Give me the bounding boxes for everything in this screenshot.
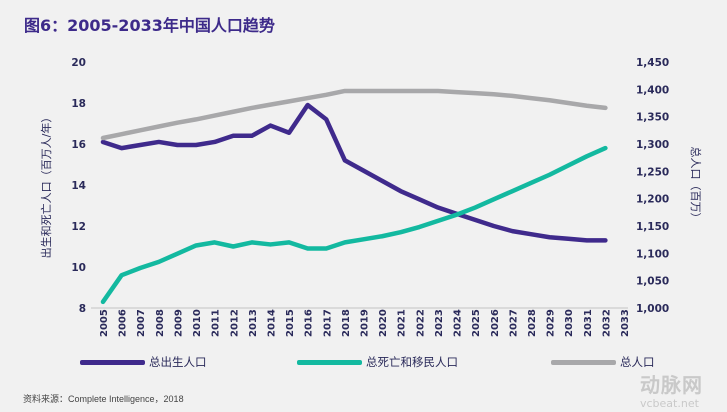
y-tick-label-right: 1,000 xyxy=(636,303,669,315)
legend-swatch xyxy=(551,359,616,365)
legend-label: 总死亡和移民人口 xyxy=(366,355,458,369)
watermark-url: vcbeat.net xyxy=(640,397,699,410)
y-tick-label-left: 18 xyxy=(71,98,86,110)
y-tick-label-right: 1,250 xyxy=(636,166,669,178)
x-tick-label: 2033 xyxy=(620,309,631,337)
y-tick-label-right: 1,350 xyxy=(636,112,669,124)
legend-swatch xyxy=(297,359,362,365)
x-tick-label: 2014 xyxy=(266,309,277,337)
x-tick-label: 2030 xyxy=(564,309,575,337)
legend-label: 总人口 xyxy=(620,355,655,369)
y-axis-label-left: 出生和死亡人口（百万人/年） xyxy=(39,112,53,259)
x-tick-label: 2020 xyxy=(378,309,389,337)
watermark-logo: 动脉网 vcbeat.net xyxy=(640,373,703,411)
legend-swatch xyxy=(80,359,145,365)
x-tick-label: 2017 xyxy=(322,309,333,337)
y-tick-label-left: 8 xyxy=(79,303,86,315)
x-tick-label: 2013 xyxy=(248,309,259,337)
x-tick-label: 2032 xyxy=(601,309,612,337)
x-tick-label: 2028 xyxy=(527,309,538,337)
x-tick-label: 2015 xyxy=(285,309,296,337)
x-tick-label: 2019 xyxy=(360,309,371,337)
x-tick-label: 2029 xyxy=(546,309,557,337)
x-tick-label: 2011 xyxy=(211,309,222,337)
y-tick-label-left: 20 xyxy=(71,57,86,69)
x-tick-label: 2016 xyxy=(304,309,315,337)
legend-item-deaths-migration: 总死亡和移民人口 xyxy=(297,354,458,370)
x-tick-label: 2009 xyxy=(173,309,184,337)
y-tick-label-right: 1,400 xyxy=(636,84,669,96)
legend-item-total: 总人口 xyxy=(551,354,655,370)
x-tick-label: 2018 xyxy=(341,309,352,337)
y-tick-label-left: 14 xyxy=(71,180,86,192)
source-note: 资料来源：Complete Intelligence，2018 xyxy=(23,394,184,404)
series-line-1 xyxy=(100,145,608,305)
x-tick-label: 2022 xyxy=(415,309,426,337)
y-tick-label-right: 1,100 xyxy=(636,248,669,260)
y-axis-label-right: 总人口（百万） xyxy=(689,147,703,224)
x-tick-label: 2010 xyxy=(192,309,203,337)
x-tick-label: 2026 xyxy=(490,309,501,337)
legend-item-births: 总出生人口 xyxy=(80,354,207,370)
x-tick-label: 2008 xyxy=(155,309,166,337)
x-tick-label: 2005 xyxy=(99,309,110,337)
y-tick-label-left: 16 xyxy=(71,139,86,151)
x-tick-label: 2021 xyxy=(397,309,408,337)
x-tick-label: 2031 xyxy=(583,309,594,337)
y-tick-label-right: 1,300 xyxy=(636,139,669,151)
line-chart: 8 10 12 14 16 18 20 1,000 1,050 1,100 1,150 1,200 1… xyxy=(39,57,703,337)
series-line-0 xyxy=(100,102,608,243)
x-tick-label: 2007 xyxy=(136,309,147,337)
x-tick-label: 2025 xyxy=(471,309,482,337)
y-tick-label-right: 1,050 xyxy=(636,276,669,288)
series-line-2 xyxy=(100,88,608,141)
y-tick-label-right: 1,450 xyxy=(636,57,669,69)
y-tick-label-left: 12 xyxy=(71,221,86,233)
x-tick-label: 2006 xyxy=(118,309,129,337)
legend-label: 总出生人口 xyxy=(149,355,207,369)
x-tick-label: 2024 xyxy=(453,309,464,337)
watermark-mark: 动脉网 xyxy=(640,373,703,397)
x-tick-label: 2023 xyxy=(434,309,445,337)
chart-title: 图6：2005-2033年中国人口趋势 xyxy=(24,16,275,35)
x-tick-label: 2012 xyxy=(229,309,240,337)
y-tick-label-left: 10 xyxy=(71,262,86,274)
y-tick-label-right: 1,150 xyxy=(636,221,669,233)
y-tick-label-right: 1,200 xyxy=(636,194,669,206)
x-tick-label: 2027 xyxy=(508,309,519,337)
